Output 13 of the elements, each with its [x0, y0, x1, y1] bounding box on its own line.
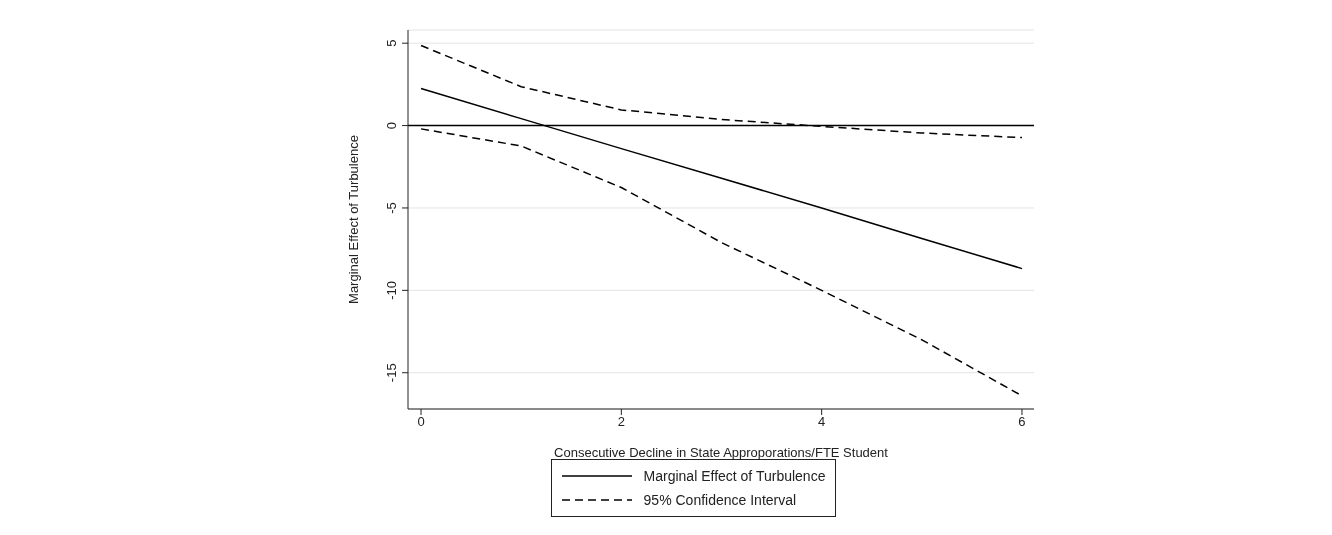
- x-tick-label: 2: [617, 414, 625, 430]
- legend-label: 95% Confidence Interval: [643, 492, 797, 508]
- legend-label: Marginal Effect of Turbulence: [643, 468, 826, 484]
- x-tick-label: 0: [417, 414, 425, 430]
- x-tick-label: 6: [1018, 414, 1026, 430]
- y-axis-title: Marginal Effect of Turbulence: [345, 135, 361, 304]
- y-tick-label: -10: [384, 280, 399, 300]
- x-tick-label: 4: [818, 414, 826, 430]
- y-tick-label: -15: [384, 363, 399, 383]
- x-axis-title: Consecutive Decline in State Approporations/FTE Student: [554, 445, 889, 460]
- y-tick-label: 5: [384, 39, 399, 47]
- y-tick-label: -5: [384, 202, 399, 214]
- y-tick-label: 0: [384, 121, 399, 130]
